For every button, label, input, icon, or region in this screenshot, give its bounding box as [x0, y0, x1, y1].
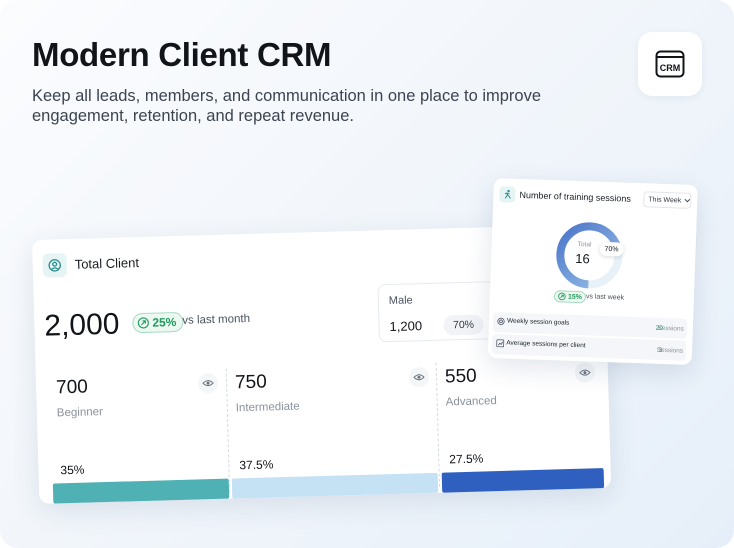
trend-up-icon	[558, 292, 566, 301]
running-person-icon	[499, 186, 516, 203]
crm-icon: CRM	[655, 50, 685, 78]
growth-comparison: vs last month	[182, 312, 251, 327]
total-client-count: 2,000	[43, 307, 120, 343]
crm-badge-text: CRM	[660, 63, 681, 73]
tier-count: 700	[55, 376, 89, 399]
total-client-title: Total Client	[74, 255, 140, 272]
stat-label: Average sessions per client	[506, 339, 586, 350]
sessions-growth-value: 15%	[567, 293, 583, 301]
total-client-card: Total Client 2,000 25% vs last month Mal…	[32, 224, 615, 504]
crm-badge: CRM	[638, 32, 702, 96]
period-select-value: This Week	[648, 195, 682, 205]
tier-intermediate: 750 Intermediate 37.5%	[225, 363, 439, 499]
stat-row-weekly-goal: Weekly session goals 20 Sessions	[492, 312, 688, 339]
tier-count: 550	[444, 365, 477, 388]
tier-count: 750	[234, 371, 268, 394]
donut-percent-tooltip: 70%	[599, 241, 624, 257]
period-select[interactable]: This Week	[643, 191, 692, 209]
male-percent: 70%	[443, 314, 484, 336]
trend-up-icon	[137, 317, 149, 329]
chevron-down-icon	[684, 198, 691, 203]
tier-beginner: 700 Beginner 35%	[48, 369, 230, 504]
eye-icon[interactable]	[197, 372, 219, 394]
donut-total-label: Total	[577, 240, 592, 249]
user-circle-icon	[42, 253, 68, 278]
page-subtitle: Keep all leads, members, and communicati…	[32, 87, 542, 125]
tier-percent: 35%	[60, 462, 85, 478]
growth-value: 25%	[152, 315, 177, 330]
eye-icon[interactable]	[408, 366, 430, 388]
tier-name: Advanced	[445, 395, 498, 409]
donut-progress-arc	[556, 222, 623, 289]
eye-icon[interactable]	[574, 362, 596, 383]
male-label: Male	[388, 294, 413, 308]
tier-percent: 27.5%	[449, 451, 484, 467]
donut-total-value: 16	[574, 250, 590, 267]
tier-advanced: 550 Advanced 27.5%	[435, 357, 615, 493]
tier-bar	[52, 478, 230, 504]
sessions-donut	[556, 222, 623, 289]
stat-row-average: Average sessions per client 3 Sessions	[491, 334, 687, 361]
stat-label: Weekly session goals	[506, 317, 570, 327]
stat-unit: Sessions	[657, 324, 684, 333]
training-sessions-card: Number of training sessions This Week To…	[487, 178, 698, 366]
sessions-growth-badge: 15%	[553, 290, 587, 304]
growth-badge: 25%	[132, 311, 184, 334]
male-count: 1,200	[389, 318, 423, 335]
tier-percent: 37.5%	[239, 457, 274, 473]
sessions-comparison: vs last week	[585, 293, 625, 302]
tier-name: Beginner	[56, 406, 104, 420]
target-icon	[497, 317, 505, 325]
tier-name: Intermediate	[235, 400, 300, 415]
tier-bar	[441, 468, 605, 493]
tier-bar	[231, 472, 439, 499]
sessions-title: Number of training sessions	[519, 189, 632, 204]
page-title: Modern Client CRM	[32, 36, 332, 73]
stat-unit: Sessions	[656, 346, 684, 355]
chart-icon	[496, 339, 505, 348]
